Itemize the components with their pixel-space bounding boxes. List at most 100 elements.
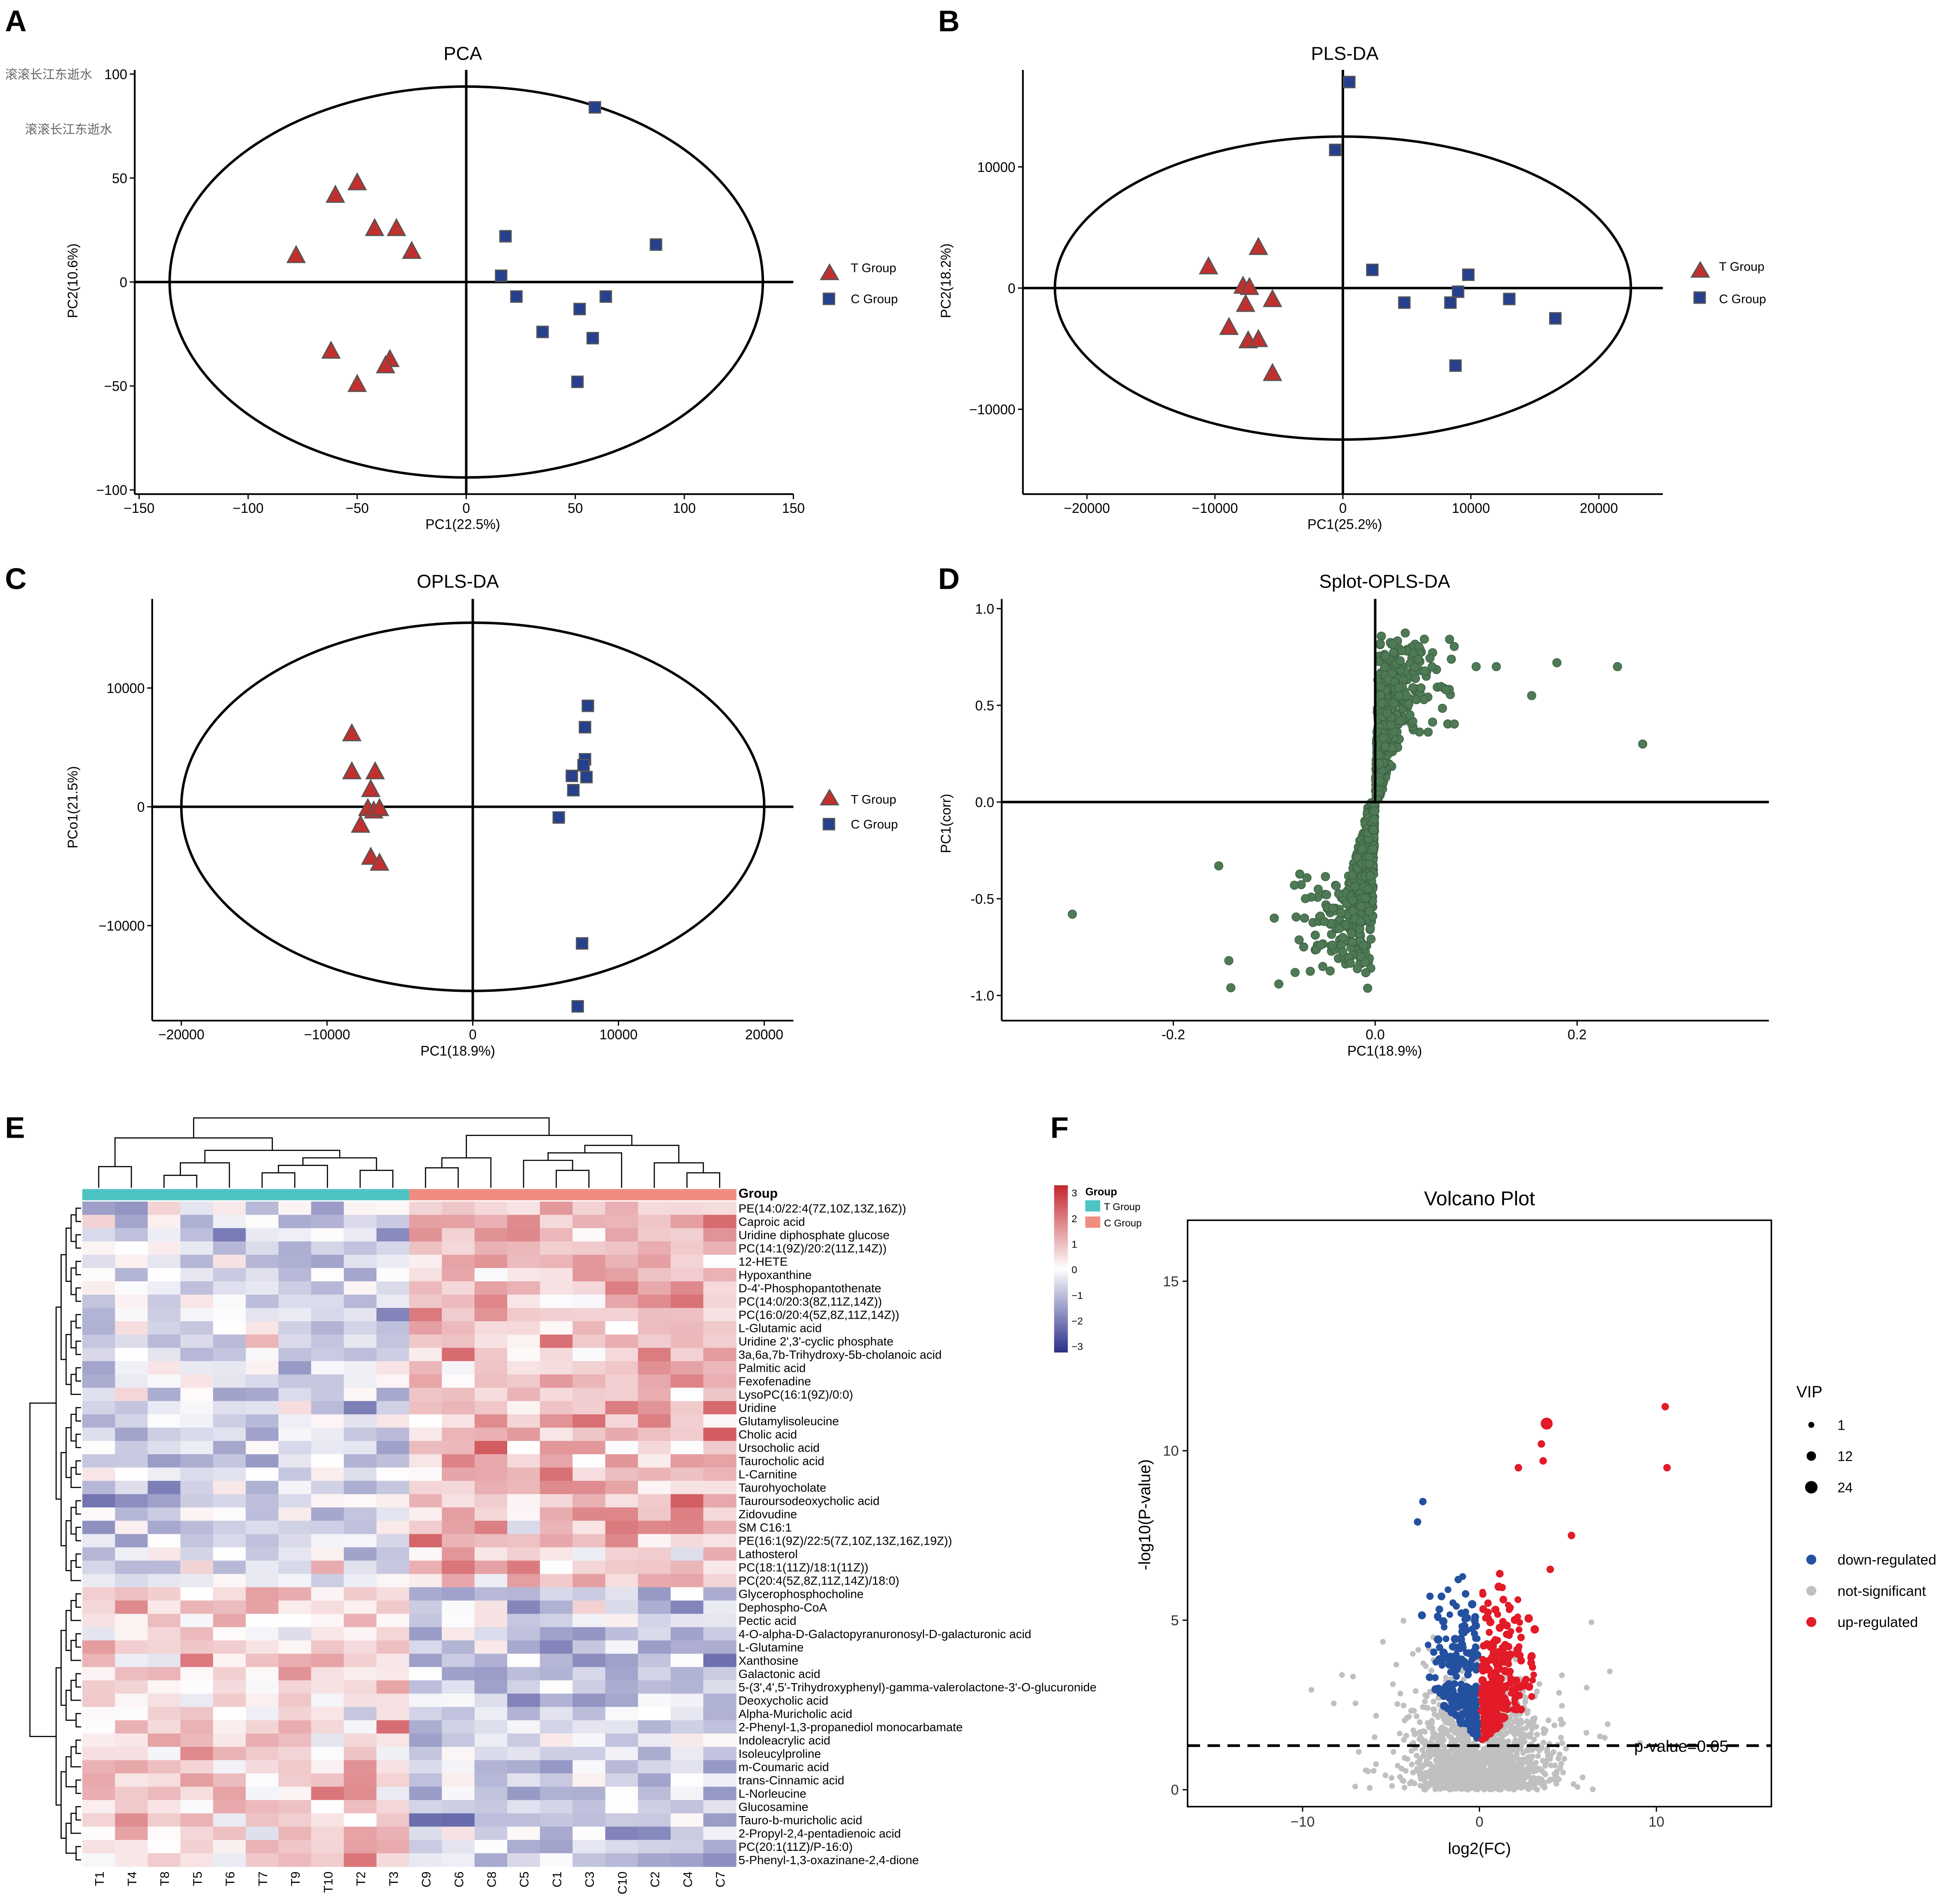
volcano-point-not-significant (1561, 1756, 1568, 1762)
plsda-t-group-point (1240, 277, 1259, 295)
volcano-point-down-regulated (1470, 1649, 1477, 1657)
heatmap-cell (147, 1693, 181, 1708)
heatmap-cell (213, 1361, 247, 1375)
heatmap-cell (605, 1507, 638, 1521)
plsda-xlabel: PC1(25.2%) (1307, 517, 1382, 532)
heatmap-cell (540, 1587, 573, 1601)
heatmap-cell (343, 1335, 377, 1348)
heatmap-cell (703, 1454, 737, 1468)
heatmap-cell (540, 1294, 573, 1308)
heatmap-cell (507, 1321, 541, 1335)
dendrogram-branch (302, 1157, 377, 1171)
pca-confidence-ellipse (168, 85, 764, 479)
heatmap-cell (115, 1335, 148, 1348)
volcano-point-not-significant (1560, 1769, 1566, 1775)
heatmap-cell (540, 1826, 573, 1841)
heatmap-cell (409, 1840, 442, 1854)
heatmap-cell (540, 1335, 573, 1348)
heatmap-row-label: 3a,6a,7b-Trihydroxy-5b-cholanoic acid (738, 1348, 942, 1361)
dendrogram-branch (278, 1165, 328, 1188)
heatmap-cell (638, 1294, 671, 1308)
pca-ytick-label: 0 (120, 274, 127, 290)
dendrogram-branch (75, 1779, 81, 1794)
heatmap-cell (82, 1494, 116, 1508)
heatmap-cell (507, 1467, 541, 1482)
heatmap-group-bar-cell (82, 1189, 116, 1200)
heatmap-cell (246, 1680, 279, 1694)
heatmap-cell (180, 1361, 214, 1375)
heatmap-cell (376, 1241, 410, 1255)
heatmap-cell (278, 1826, 312, 1841)
volcano-point-not-significant (1431, 1730, 1437, 1736)
heatmap-cell (703, 1321, 737, 1335)
heatmap-cell (442, 1335, 475, 1348)
heatmap-cell (343, 1481, 377, 1495)
heatmap-group-bar-cell (180, 1189, 214, 1200)
heatmap-column-label: C9 (420, 1871, 433, 1887)
heatmap-cell (409, 1773, 442, 1787)
heatmap-cell (82, 1228, 116, 1242)
heatmap-cell (671, 1840, 704, 1854)
volcano-point-not-significant (1521, 1738, 1527, 1744)
heatmap-cell (507, 1720, 541, 1734)
heatmap-cell (115, 1640, 148, 1654)
heatmap-cell (376, 1414, 410, 1428)
heatmap-cell (638, 1667, 671, 1681)
heatmap-cell (638, 1547, 671, 1561)
heatmap-cell (246, 1361, 279, 1375)
pca-legend-c-label: C Group (851, 292, 898, 306)
volcano-point-not-significant (1534, 1688, 1540, 1694)
heatmap-cell (605, 1467, 638, 1482)
heatmap-cell (278, 1454, 312, 1468)
heatmap-cell (703, 1826, 737, 1841)
heatmap-cell (638, 1414, 671, 1428)
splot-point (1345, 958, 1355, 968)
heatmap-cell (311, 1454, 344, 1468)
heatmap-cell (246, 1494, 279, 1508)
heatmap-row-label: Zidovudine (738, 1508, 797, 1521)
volcano-xtick-label: −10 (1291, 1814, 1315, 1830)
heatmap-cell (147, 1494, 181, 1508)
heatmap-cell (278, 1627, 312, 1641)
heatmap-cell (278, 1547, 312, 1561)
oplsda-xtick-label: −10000 (304, 1027, 350, 1042)
heatmap-cell (376, 1388, 410, 1401)
heatmap-cell (703, 1374, 737, 1388)
splot-point (1327, 930, 1336, 939)
heatmap-cell (540, 1281, 573, 1295)
splot-point (1363, 983, 1372, 993)
volcano-point-not-significant (1443, 1768, 1449, 1774)
volcano-point-not-significant (1339, 1672, 1345, 1678)
heatmap-row-label: 12-HETE (738, 1255, 788, 1268)
heatmap-cell (507, 1640, 541, 1654)
dendrogram-branch (556, 1169, 590, 1188)
volcano-point-not-significant (1433, 1757, 1439, 1763)
dendrogram-branch (75, 1846, 81, 1861)
heatmap-cell (376, 1201, 410, 1215)
volcano-point-not-significant (1448, 1759, 1454, 1765)
heatmap-group-bar (82, 1189, 737, 1200)
heatmap-cell (605, 1680, 638, 1694)
heatmap-group-bar-cell (442, 1189, 475, 1200)
splot-point (1321, 872, 1330, 881)
heatmap-cell (540, 1414, 573, 1428)
heatmap-cell (442, 1401, 475, 1415)
splot-point (1366, 934, 1376, 944)
heatmap-cell (638, 1787, 671, 1801)
heatmap-cell (474, 1294, 508, 1308)
oplsda-c-group-point (580, 771, 593, 783)
heatmap-cell (671, 1521, 704, 1535)
heatmap-cell (82, 1853, 116, 1867)
volcano-point-up-regulated (1478, 1736, 1486, 1743)
heatmap-cell (147, 1561, 181, 1575)
volcano-point-not-significant (1583, 1730, 1589, 1736)
splot-point (1336, 908, 1346, 918)
heatmap-column-label: C7 (714, 1871, 728, 1887)
volcano-point-down-regulated (1435, 1605, 1443, 1613)
heatmap-cell (246, 1201, 279, 1215)
heatmap-cell (376, 1254, 410, 1268)
splot-point (1365, 907, 1374, 916)
heatmap-cell (246, 1454, 279, 1468)
volcano-point-not-significant (1516, 1775, 1522, 1782)
splot-point (1450, 719, 1459, 729)
